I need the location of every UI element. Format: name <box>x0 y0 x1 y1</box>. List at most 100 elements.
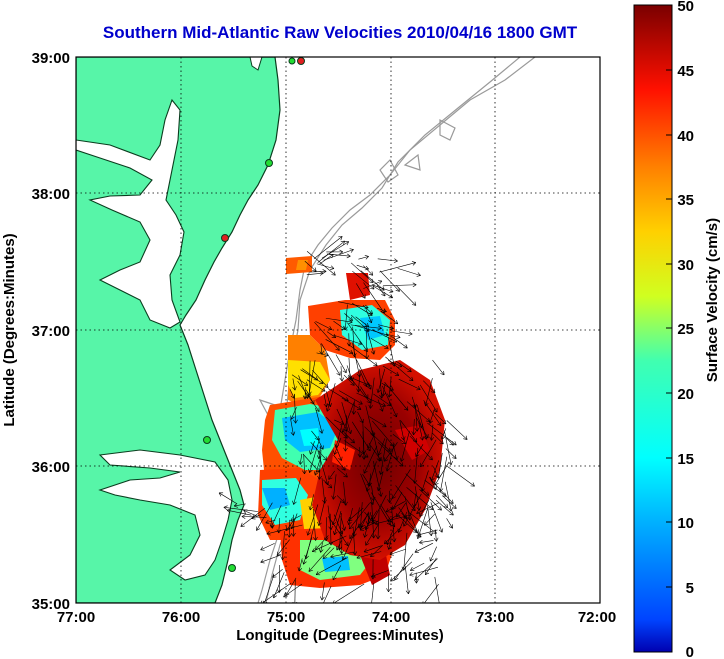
velocity-vector-head <box>343 437 348 439</box>
velocity-vector-head <box>434 475 439 479</box>
velocity-vector-head <box>403 566 407 571</box>
velocity-vector <box>370 377 375 409</box>
velocity-vector-head <box>350 249 354 253</box>
velocity-vector-head <box>424 494 429 496</box>
velocity-vector <box>380 439 387 475</box>
velocity-vector <box>383 284 417 287</box>
velocity-vector-head <box>452 499 454 504</box>
velocity-vector-head <box>310 451 314 455</box>
velocity-vector-head <box>385 508 389 513</box>
chart-title: Southern Mid-Atlantic Raw Velocities 201… <box>103 23 578 42</box>
velocity-vector <box>358 256 369 260</box>
velocity-vector <box>363 446 378 474</box>
velocity-vector-head <box>363 470 368 474</box>
velocity-vector <box>243 510 257 517</box>
velocity-vector <box>370 338 389 349</box>
velocity-vector-head <box>386 344 389 349</box>
velocity-vector-head <box>339 377 343 382</box>
velocity-vector-head <box>415 403 417 408</box>
velocity-vector <box>323 586 332 603</box>
velocity-vector <box>391 469 411 499</box>
velocity-vector-head <box>276 589 280 593</box>
velocity-vector-head <box>440 488 444 492</box>
velocity-vector-head <box>372 575 376 580</box>
velocity-vector <box>434 529 437 542</box>
velocity-vector <box>424 479 447 497</box>
velocity-vector <box>388 377 392 398</box>
velocity-vector <box>445 448 457 459</box>
velocity-vector-head <box>433 410 438 413</box>
velocity-vector <box>356 551 382 559</box>
x-tick-label: 72:00 <box>578 609 616 626</box>
velocity-vector-head <box>378 325 382 329</box>
velocity-vector-head <box>299 461 303 465</box>
velocity-vector <box>415 444 424 457</box>
velocity-vector-head <box>404 408 409 411</box>
velocity-vector-head <box>386 542 391 545</box>
velocity-vector-head <box>361 296 366 299</box>
velocity-vector <box>381 382 394 391</box>
velocity-vector <box>365 405 374 437</box>
velocity-vector <box>446 518 453 529</box>
velocity-vector-head <box>353 381 355 386</box>
velocity-vector-head <box>339 251 344 255</box>
y-axis: 39:00 38:00 37:00 36:00 35:00 <box>32 50 70 613</box>
velocity-vector <box>391 507 395 543</box>
velocity-vector-head <box>427 491 430 496</box>
velocity-vector <box>411 396 416 408</box>
velocity-vector-head <box>333 496 336 500</box>
velocity-vector-head <box>364 534 368 538</box>
velocity-vector-head <box>241 514 246 517</box>
velocity-vector <box>341 402 352 434</box>
velocity-vector <box>364 426 391 452</box>
velocity-vector-head <box>370 288 375 290</box>
velocity-vector-head <box>424 435 429 439</box>
velocity-vector-head <box>433 537 437 542</box>
velocity-vector-head <box>366 484 371 487</box>
y-tick-label: 35:00 <box>32 596 70 613</box>
velocity-vector <box>356 264 369 270</box>
velocity-vector-head <box>364 307 369 310</box>
velocity-vector-head <box>389 444 394 447</box>
velocity-vector-head <box>410 566 413 571</box>
velocity-vector-head <box>333 271 336 276</box>
velocity-vector-head <box>443 506 448 509</box>
velocity-vector <box>313 236 343 259</box>
velocity-vector-head <box>417 386 421 390</box>
velocity-vector-head <box>373 496 376 501</box>
velocity-vector <box>375 514 412 525</box>
velocity-vector-head <box>394 538 397 543</box>
velocity-vector-head <box>433 388 436 393</box>
velocity-vector-head <box>349 527 354 530</box>
velocity-vector <box>333 454 346 471</box>
velocity-vector-head <box>313 537 316 541</box>
velocity-vector <box>385 356 414 381</box>
velocity-vector <box>363 545 382 553</box>
velocity-vector-head <box>319 351 323 355</box>
velocity-vector-head <box>272 576 277 578</box>
velocity-vector-head <box>366 453 369 458</box>
velocity-vector-head <box>315 548 320 550</box>
velocity-vector-head <box>327 383 329 388</box>
velocity-vector <box>419 540 434 544</box>
velocity-vector <box>416 404 427 440</box>
velocity-vector-head <box>321 596 325 601</box>
velocity-vector-head <box>315 545 317 550</box>
velocity-vector <box>303 454 305 474</box>
velocity-vector <box>315 535 329 550</box>
velocity-vector-head <box>393 414 397 418</box>
velocity-vector-head <box>309 450 311 455</box>
velocity-vector-head <box>463 438 468 440</box>
velocity-vector <box>326 391 331 407</box>
velocity-vector <box>406 401 431 422</box>
velocity-vector <box>299 453 303 465</box>
velocity-vector-head <box>378 470 381 475</box>
velocity-vector-head <box>378 452 382 456</box>
velocity-vector-head <box>317 521 320 526</box>
velocity-vector-head <box>330 525 333 530</box>
velocity-vector-head <box>317 475 320 480</box>
velocity-vector-head <box>364 355 368 360</box>
velocity-vector <box>360 502 363 530</box>
velocity-vector <box>336 540 342 551</box>
velocity-vector-head <box>367 521 371 526</box>
